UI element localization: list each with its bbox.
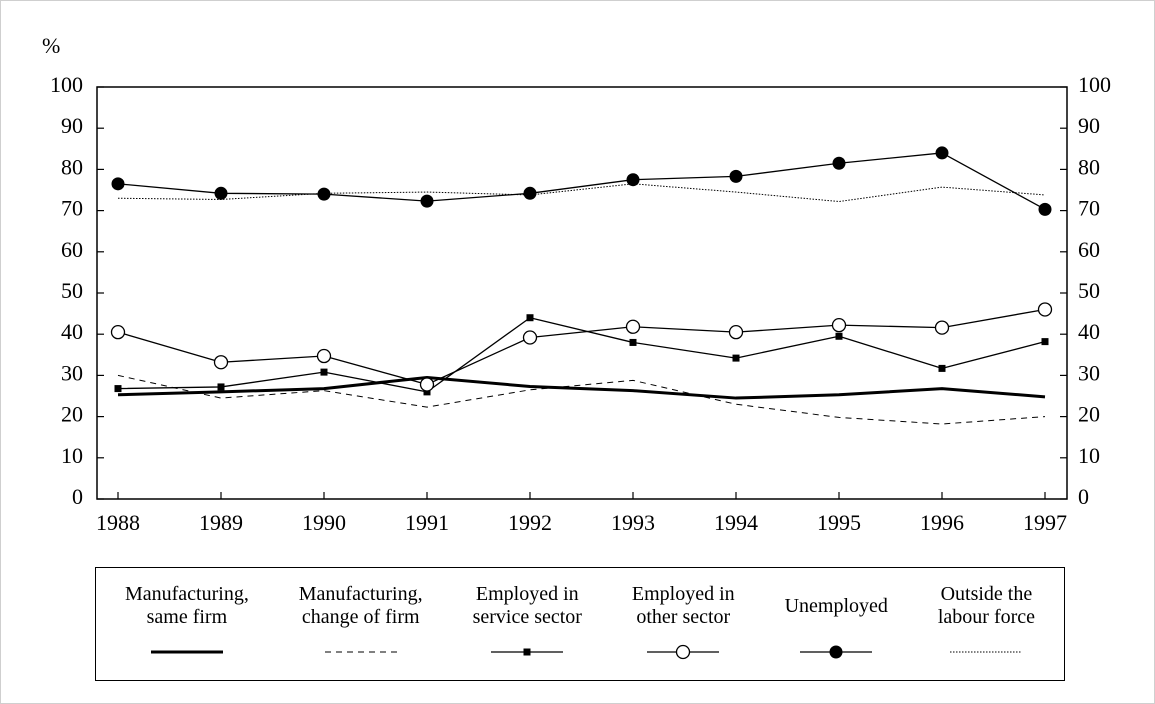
legend-label: Manufacturing, change of firm bbox=[298, 583, 423, 628]
x-tick-label: 1993 bbox=[611, 510, 655, 535]
x-tick-label: 1990 bbox=[302, 510, 346, 535]
series-line bbox=[117, 375, 1046, 400]
point bbox=[629, 338, 637, 346]
legend-swatch bbox=[800, 645, 873, 659]
plot-frame bbox=[96, 86, 1068, 500]
y2-tick-label: 20 bbox=[1078, 402, 1100, 427]
legend-swatch bbox=[324, 651, 397, 653]
legend-item: Manufacturing, change of firm bbox=[299, 568, 423, 680]
point bbox=[526, 314, 534, 322]
y-tick-label: 50 bbox=[61, 278, 83, 303]
y-tick-label: 20 bbox=[61, 402, 83, 427]
point bbox=[217, 383, 225, 391]
legend-swatch bbox=[491, 648, 564, 656]
point bbox=[316, 348, 332, 364]
point bbox=[625, 319, 641, 334]
x-tick-label: 1989 bbox=[199, 510, 243, 535]
legend-swatch bbox=[950, 651, 1023, 653]
y-tick-label: 10 bbox=[61, 443, 83, 468]
x-tick-label: 1992 bbox=[508, 510, 552, 535]
series-line bbox=[117, 374, 1046, 425]
point bbox=[729, 169, 743, 183]
series-line bbox=[117, 183, 1046, 203]
y-tick-label: 0 bbox=[72, 484, 83, 509]
point bbox=[831, 317, 847, 333]
y2-tick-label: 50 bbox=[1078, 278, 1100, 303]
point bbox=[835, 332, 843, 340]
y2-tick-label: 60 bbox=[1078, 237, 1100, 262]
y-tick-label: 70 bbox=[61, 196, 83, 221]
legend-label: Employed in service sector bbox=[472, 583, 582, 628]
y2-tick-label: 0 bbox=[1078, 484, 1089, 509]
legend-label: Outside the labour force bbox=[937, 583, 1036, 628]
point bbox=[110, 324, 126, 340]
y-tick-label: 90 bbox=[61, 113, 83, 138]
y-axis-unit: % bbox=[42, 33, 60, 58]
x-tick-label: 1994 bbox=[714, 510, 758, 535]
x-tick-label: 1991 bbox=[405, 510, 449, 535]
legend-marker bbox=[523, 648, 531, 656]
point bbox=[114, 385, 122, 393]
series-line bbox=[117, 308, 1046, 386]
point bbox=[732, 354, 740, 362]
point bbox=[522, 330, 538, 345]
point bbox=[111, 177, 125, 191]
point bbox=[728, 324, 744, 340]
legend-swatch bbox=[150, 650, 223, 654]
point bbox=[1037, 302, 1053, 317]
point bbox=[1041, 338, 1049, 346]
y2-tick-label: 80 bbox=[1078, 154, 1100, 179]
legend-item: Employed in service sector bbox=[473, 568, 582, 680]
y-tick-label: 40 bbox=[61, 319, 83, 344]
point bbox=[1038, 202, 1052, 216]
y-tick-label: 100 bbox=[50, 72, 83, 97]
y2-tick-label: 10 bbox=[1078, 443, 1100, 468]
y-tick-label: 80 bbox=[61, 154, 83, 179]
y2-tick-label: 40 bbox=[1078, 319, 1100, 344]
x-tick-label: 1997 bbox=[1023, 510, 1067, 535]
x-tick-label: 1996 bbox=[920, 510, 964, 535]
point bbox=[935, 146, 949, 160]
legend-item: Employed in other sector bbox=[632, 568, 735, 680]
legend-item: Manufacturing, same firm bbox=[125, 568, 249, 680]
point bbox=[320, 368, 328, 376]
point bbox=[420, 194, 434, 208]
y2-tick-label: 30 bbox=[1078, 360, 1100, 385]
point bbox=[419, 377, 435, 392]
legend-label: Employed in other sector bbox=[631, 583, 735, 628]
y-tick-label: 30 bbox=[61, 360, 83, 385]
point bbox=[213, 355, 229, 370]
point bbox=[832, 156, 846, 170]
legend: Manufacturing, same firm Manufacturing, c… bbox=[95, 567, 1065, 681]
legend-item: Outside the labour force bbox=[938, 568, 1035, 680]
point bbox=[626, 173, 640, 187]
legend-label: Manufacturing, same firm bbox=[124, 583, 249, 628]
y2-tick-label: 90 bbox=[1078, 113, 1100, 138]
legend-marker bbox=[676, 644, 691, 660]
x-tick-label: 1995 bbox=[817, 510, 861, 535]
point bbox=[214, 186, 228, 200]
legend-label: Unemployed bbox=[784, 594, 888, 617]
legend-swatch bbox=[647, 644, 720, 660]
legend-marker bbox=[829, 645, 843, 659]
point bbox=[523, 186, 537, 200]
point bbox=[423, 388, 431, 396]
y2-tick-label: 100 bbox=[1078, 72, 1111, 97]
series-line bbox=[117, 152, 1046, 210]
series-line bbox=[117, 317, 1046, 393]
y-tick-label: 60 bbox=[61, 237, 83, 262]
point bbox=[938, 364, 946, 372]
y2-tick-label: 70 bbox=[1078, 196, 1100, 221]
legend-item: Unemployed bbox=[785, 568, 888, 680]
point bbox=[317, 187, 331, 201]
x-tick-label: 1988 bbox=[96, 510, 140, 535]
point bbox=[934, 320, 950, 335]
